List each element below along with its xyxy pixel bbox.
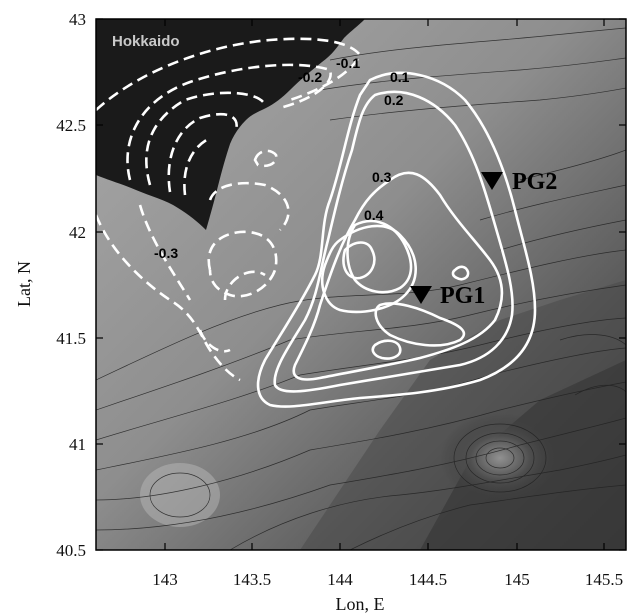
contour-label-pos-0-2: 0.2	[384, 92, 404, 108]
station-marker-icon	[410, 286, 432, 304]
contour-label-pos-0-4: 0.4	[364, 207, 384, 223]
contour-label-pos-0-1: 0.1	[390, 69, 410, 85]
hokkaido-landmass	[96, 19, 365, 230]
x-tick-label: 144.5	[409, 570, 447, 589]
y-tick-label: 41	[69, 435, 86, 454]
negative-anomaly-contours	[96, 37, 362, 382]
y-axis-tick-labels: 40.5 41 41.5 42 42.5 43	[56, 10, 86, 560]
contour-label-neg-0-2: -0.2	[298, 69, 322, 85]
plot-frame	[95, 18, 627, 551]
contour-labels: -0.1 -0.2 -0.3 0.1 0.2 0.3 0.4	[154, 55, 410, 261]
y-tick-label: 43	[69, 10, 86, 29]
x-tick-label: 143.5	[233, 570, 271, 589]
y-tick-label: 42	[69, 223, 86, 242]
x-axis-tick-labels: 143 143.5 144 144.5 145 145.5	[152, 570, 623, 589]
contour-label-neg-0-1: -0.1	[336, 55, 360, 71]
station-pg1: PG1	[410, 283, 485, 309]
station-label-pg1: PG1	[440, 283, 485, 309]
station-pg2: PG2	[481, 169, 557, 195]
bathymetry-contours	[96, 27, 626, 550]
y-axis-ticks	[96, 18, 626, 551]
x-tick-label: 144	[327, 570, 353, 589]
station-label-pg2: PG2	[512, 169, 557, 195]
y-tick-label: 41.5	[56, 329, 86, 348]
y-axis-title: Lat, N	[14, 261, 34, 307]
bathymetry-background	[96, 19, 626, 550]
x-tick-label: 145	[504, 570, 530, 589]
x-tick-label: 145.5	[585, 570, 623, 589]
station-marker-icon	[481, 172, 503, 190]
contour-label-pos-0-3: 0.3	[372, 169, 392, 185]
hokkaido-label: Hokkaido	[112, 33, 180, 50]
x-axis-title: Lon, E	[336, 594, 385, 614]
x-axis-ticks	[164, 19, 605, 550]
contour-label-neg-0-3: -0.3	[154, 245, 178, 261]
x-tick-label: 143	[152, 570, 178, 589]
y-tick-label: 40.5	[56, 541, 86, 560]
y-tick-label: 42.5	[56, 116, 86, 135]
positive-anomaly-contours	[256, 71, 537, 408]
